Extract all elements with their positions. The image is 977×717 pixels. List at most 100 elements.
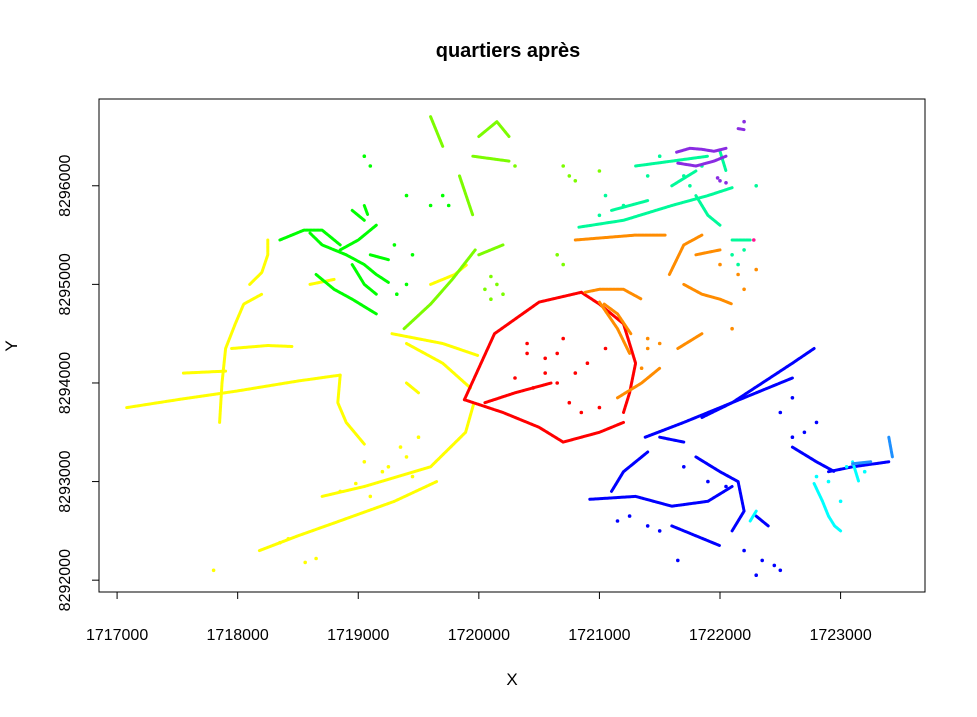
data-track [667, 233, 704, 276]
data-point [790, 435, 795, 440]
data-track [338, 223, 378, 252]
y-axis: 8292000 8293000 8294000 8295000 8296000 [57, 155, 100, 611]
data-point [597, 213, 602, 218]
data-point [778, 410, 783, 415]
data-point [573, 179, 578, 183]
data-track [483, 381, 553, 405]
data-point [543, 371, 547, 375]
data-track [577, 186, 734, 229]
data-point [639, 366, 644, 371]
data-point [495, 282, 499, 287]
data-track [736, 127, 746, 132]
series-8 [588, 347, 891, 577]
data-layer [125, 115, 894, 577]
data-point [645, 346, 650, 351]
data-point [416, 435, 421, 440]
data-point [561, 262, 565, 267]
data-point [597, 405, 602, 410]
data-point [603, 346, 608, 351]
data-track [602, 302, 633, 336]
data-point [742, 119, 746, 124]
data-point [380, 469, 385, 474]
data-track [610, 450, 650, 493]
data-track [748, 509, 758, 523]
data-point [368, 164, 373, 168]
x-tick-label: 1721000 [568, 627, 630, 644]
data-point [814, 474, 819, 479]
plot-area-frame [98, 98, 926, 593]
data-point [790, 396, 795, 400]
data-track [332, 480, 439, 525]
x-axis-title: X [506, 670, 517, 689]
data-track [588, 485, 734, 508]
x-axis: 1717000 1718000 1719000 1720000 1721000 17220… [86, 591, 872, 644]
series-6 [675, 119, 746, 185]
data-point [772, 563, 777, 568]
data-track [248, 238, 270, 286]
data-point [838, 499, 843, 504]
data-point [489, 274, 493, 279]
data-track [402, 248, 477, 331]
data-track [700, 347, 816, 419]
data-point [742, 287, 746, 292]
data-point [657, 154, 662, 158]
data-point [730, 253, 734, 257]
data-track [682, 282, 734, 306]
data-point [354, 481, 358, 486]
data-track [610, 199, 650, 212]
data-point [736, 262, 740, 267]
y-tick-label: 8296000 [57, 155, 74, 217]
data-track [694, 455, 740, 484]
series-4 [573, 233, 758, 400]
data-track [125, 373, 342, 410]
series-0 [125, 238, 480, 573]
data-point [718, 262, 722, 267]
chart-title: quartiers après [436, 40, 581, 62]
data-track [257, 521, 336, 553]
data-point [398, 445, 403, 449]
data-point [368, 494, 373, 499]
data-point [715, 176, 720, 180]
data-track [694, 194, 722, 227]
data-track [676, 154, 728, 168]
data-point [483, 287, 487, 292]
data-point [395, 292, 399, 297]
data-point [730, 326, 734, 331]
data-point [278, 540, 282, 545]
data-point [555, 381, 559, 385]
series-10 [851, 435, 894, 466]
data-point [555, 253, 559, 257]
data-track [676, 332, 704, 350]
data-point [754, 573, 758, 577]
series-5 [577, 149, 758, 267]
data-track [583, 287, 644, 301]
data-point [585, 361, 590, 366]
y-tick-label: 8293000 [57, 450, 74, 512]
data-track [477, 243, 505, 257]
data-point [688, 184, 692, 188]
data-point [286, 537, 291, 541]
data-point [428, 203, 433, 208]
data-point [621, 203, 626, 208]
data-track [314, 273, 378, 316]
y-tick-label: 8292000 [57, 549, 74, 611]
x-tick-label: 1722000 [689, 627, 751, 644]
data-point [645, 336, 650, 341]
data-point [826, 479, 831, 484]
data-point [525, 341, 529, 346]
data-point [531, 386, 535, 390]
data-point [862, 469, 867, 474]
data-point [362, 154, 367, 158]
data-track [336, 373, 366, 446]
data-point [657, 529, 662, 533]
data-point [754, 184, 758, 188]
data-track [320, 401, 476, 498]
data-track [616, 366, 662, 400]
data-track [694, 248, 722, 257]
data-track [390, 332, 480, 357]
data-track [405, 381, 420, 395]
data-track [718, 149, 728, 173]
data-track [851, 460, 873, 466]
data-point [724, 484, 728, 489]
data-point [513, 164, 517, 168]
